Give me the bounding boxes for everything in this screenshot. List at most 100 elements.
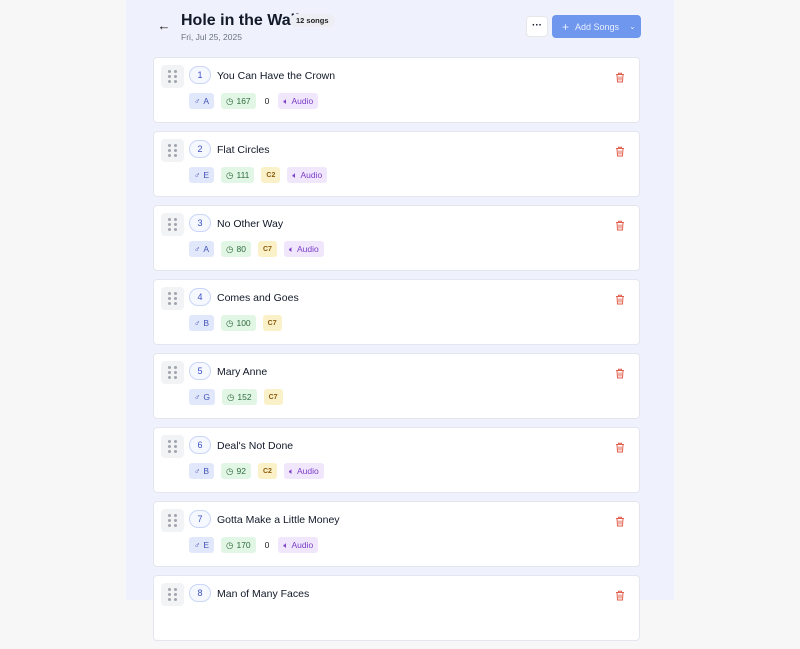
clock-icon: ◷ xyxy=(226,317,234,328)
back-arrow-icon[interactable]: ← xyxy=(157,18,171,33)
song-card[interactable]: 2 Flat Circles ♂ E ◷ 111 C2 🔈︎ Audio xyxy=(153,131,640,197)
song-number: 6 xyxy=(189,436,211,454)
song-card[interactable]: 5 Mary Anne ♂ G ◷ 152 C7 xyxy=(153,353,640,419)
song-card[interactable]: 6 Deal's Not Done ♂ B ◷ 92 C2 🔈︎ Audio xyxy=(153,427,640,493)
trash-icon[interactable] xyxy=(615,516,625,527)
song-number: 3 xyxy=(189,214,211,232)
key-badge: ♂ A xyxy=(189,93,215,109)
bpm-badge: ◷ 92 xyxy=(221,463,251,479)
drag-handle-icon[interactable] xyxy=(161,139,184,162)
plus-icon: + xyxy=(562,19,570,34)
trash-icon[interactable] xyxy=(615,72,625,83)
bpm-badge: ◷ 170 xyxy=(221,537,256,553)
bpm-badge: ◷ 111 xyxy=(221,167,255,183)
audio-badge[interactable]: 🔈︎ Audio xyxy=(283,241,324,257)
song-list: 1 You Can Have the Crown ♂ A ◷ 167 0 🔈︎ Audio … xyxy=(153,57,640,649)
trash-icon[interactable] xyxy=(615,146,625,157)
drag-handle-icon[interactable] xyxy=(161,435,184,458)
drag-handle-icon[interactable] xyxy=(161,213,184,236)
song-title[interactable]: Flat Circles xyxy=(217,144,270,156)
capo-badge: C2 xyxy=(257,463,277,479)
clock-icon: ◷ xyxy=(226,539,234,550)
song-number: 4 xyxy=(189,288,211,306)
audio-badge[interactable]: 🔈︎ Audio xyxy=(278,537,319,553)
song-title[interactable]: Mary Anne xyxy=(217,366,268,378)
bpm-badge: ◷ 80 xyxy=(221,241,251,257)
setlist-date: Fri, Jul 25, 2025 xyxy=(181,32,242,42)
song-title[interactable]: Comes and Goes xyxy=(217,292,299,304)
song-number: 1 xyxy=(189,66,211,84)
key-icon: ♂ xyxy=(194,244,201,254)
add-songs-label: Add Songs xyxy=(575,21,620,32)
audio-badge[interactable]: 🔈︎ Audio xyxy=(278,93,319,109)
audio-badge[interactable]: 🔈︎ Audio xyxy=(287,167,328,183)
capo-badge: C7 xyxy=(263,389,283,405)
setlist-page: ← Hole in the Wall 12 songs Fri, Jul 25,… xyxy=(126,0,674,641)
song-number: 8 xyxy=(189,584,211,602)
song-tags: ♂ B ◷ 92 C2 🔈︎ Audio xyxy=(189,463,324,479)
song-number: 2 xyxy=(189,140,211,158)
key-badge: ♂ B xyxy=(189,315,215,331)
song-tags: ♂ A ◷ 167 0 🔈︎ Audio xyxy=(189,93,319,109)
drag-handle-icon[interactable] xyxy=(161,65,184,88)
key-icon: ♂ xyxy=(194,318,201,328)
capo-badge: C7 xyxy=(262,315,282,331)
trash-icon[interactable] xyxy=(615,368,625,379)
speaker-icon: 🔈︎ xyxy=(283,95,289,106)
song-tags: ♂ G ◷ 152 C7 xyxy=(189,389,283,405)
speaker-icon: 🔈︎ xyxy=(288,465,294,476)
bpm-badge: ◷ 100 xyxy=(221,315,256,331)
song-number: 7 xyxy=(189,510,211,528)
song-tags: ♂ B ◷ 100 C7 xyxy=(189,315,282,331)
song-card[interactable]: 7 Gotta Make a Little Money ♂ E ◷ 170 0 🔈︎ Aud… xyxy=(153,501,640,567)
song-card[interactable]: 1 You Can Have the Crown ♂ A ◷ 167 0 🔈︎ Audio xyxy=(153,57,640,123)
key-badge: ♂ G xyxy=(189,389,215,405)
trash-icon[interactable] xyxy=(615,590,625,601)
drag-handle-icon[interactable] xyxy=(161,361,184,384)
song-title[interactable]: Man of Many Faces xyxy=(217,588,310,600)
clock-icon: ◷ xyxy=(226,243,234,254)
header: ← Hole in the Wall 12 songs Fri, Jul 25,… xyxy=(126,0,674,57)
clock-icon: ◷ xyxy=(226,169,234,180)
page-title: Hole in the Wall xyxy=(181,12,300,29)
key-icon: ♂ xyxy=(194,466,201,476)
bpm-badge: ◷ 152 xyxy=(222,389,257,405)
trash-icon[interactable] xyxy=(615,294,625,305)
song-title[interactable]: Deal's Not Done xyxy=(217,440,294,452)
key-badge: ♂ E xyxy=(189,537,215,553)
drag-handle-icon[interactable] xyxy=(161,583,184,606)
song-title[interactable]: Gotta Make a Little Money xyxy=(217,514,340,526)
key-badge: ♂ A xyxy=(189,241,215,257)
song-tags: ♂ E ◷ 170 0 🔈︎ Audio xyxy=(189,537,319,553)
speaker-icon: 🔈︎ xyxy=(288,243,294,254)
drag-handle-icon[interactable] xyxy=(161,509,184,532)
more-options-button[interactable]: ··· xyxy=(526,16,548,37)
key-icon: ♂ xyxy=(194,540,201,550)
clock-icon: ◷ xyxy=(227,391,235,402)
speaker-icon: 🔈︎ xyxy=(283,539,289,550)
trash-icon[interactable] xyxy=(615,220,625,231)
key-badge: ♂ B xyxy=(189,463,215,479)
song-number: 5 xyxy=(189,362,211,380)
key-badge: ♂ E xyxy=(189,167,215,183)
key-icon: ♂ xyxy=(194,96,201,106)
song-card[interactable]: 3 No Other Way ♂ A ◷ 80 C7 🔈︎ Audio xyxy=(153,205,640,271)
song-title[interactable]: No Other Way xyxy=(217,218,284,230)
song-count-badge: 12 songs xyxy=(290,14,335,27)
chevron-down-icon[interactable]: ⌄ xyxy=(629,22,636,31)
song-tags: ♂ E ◷ 111 C2 🔈︎ Audio xyxy=(189,167,328,183)
key-icon: ♂ xyxy=(194,170,201,180)
trash-icon[interactable] xyxy=(615,442,625,453)
song-card[interactable]: 8 Man of Many Faces xyxy=(153,575,640,641)
capo-badge: C2 xyxy=(261,167,281,183)
clock-icon: ◷ xyxy=(226,465,234,476)
add-songs-button[interactable]: + Add Songs ⌄ xyxy=(552,15,641,38)
song-title[interactable]: You Can Have the Crown xyxy=(217,70,336,82)
key-icon: ♂ xyxy=(194,392,201,402)
drag-handle-icon[interactable] xyxy=(161,287,184,310)
audio-badge[interactable]: 🔈︎ Audio xyxy=(283,463,324,479)
song-card[interactable]: 4 Comes and Goes ♂ B ◷ 100 C7 xyxy=(153,279,640,345)
capo-badge: 0 xyxy=(264,540,270,550)
song-tags: ♂ A ◷ 80 C7 🔈︎ Audio xyxy=(189,241,324,257)
clock-icon: ◷ xyxy=(226,95,234,106)
